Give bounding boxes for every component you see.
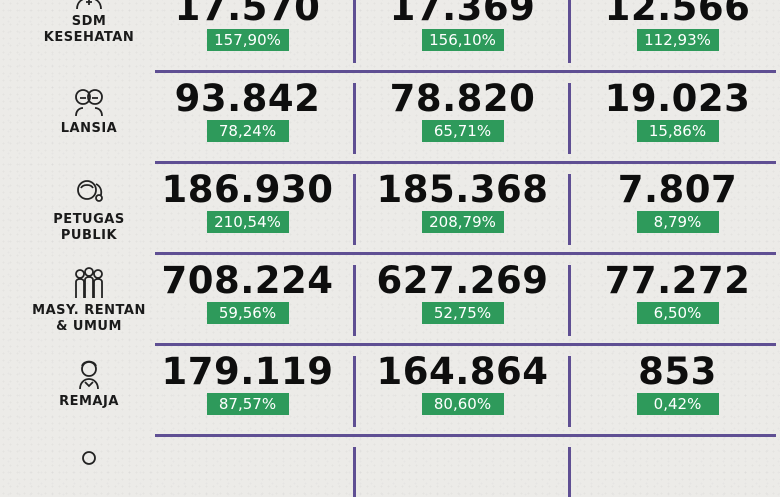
value-number: 77.272	[604, 259, 751, 302]
value-cell-first-dose: 708.224 59,56%	[140, 261, 355, 324]
value-cell-third-dose: 7.807 8,79%	[570, 170, 780, 233]
column-divider	[353, 174, 356, 245]
percentage-badge: 6,50%	[636, 302, 719, 324]
column-divider	[568, 265, 571, 336]
percentage-badge: 210,54%	[206, 211, 289, 233]
value-number: 708.224	[161, 259, 334, 302]
percentage-badge: 52,75%	[421, 302, 504, 324]
value-cell-second-dose: 164.864 80,60%	[355, 352, 570, 415]
value-number: 853	[638, 350, 717, 393]
value-cell-second-dose: 17.369 156,10%	[355, 0, 570, 51]
percentage-badge: 87,57%	[206, 393, 289, 415]
person-icon	[82, 451, 96, 465]
column-divider	[568, 0, 571, 63]
category-cell: MASY. RENTAN & UMUM	[0, 267, 178, 335]
value-cell-third-dose: 19.023 15,86%	[570, 79, 780, 142]
value-number: 12.566	[604, 0, 751, 29]
elderly-couple-icon	[75, 89, 103, 117]
percentage-badge: 15,86%	[636, 120, 719, 142]
value-number: 164.864	[376, 350, 549, 393]
percentage-badge: 156,10%	[421, 29, 504, 51]
value-cell-second-dose: 185.368 208,79%	[355, 170, 570, 233]
value-number: 185.368	[376, 168, 549, 211]
column-divider	[353, 447, 356, 497]
category-label: SDM KESEHATAN	[43, 14, 135, 45]
value-cell-second-dose: 627.269 52,75%	[355, 261, 570, 324]
medical-staff-icon	[76, 0, 102, 10]
percentage-badge: 65,71%	[421, 120, 504, 142]
percentage-badge: 59,56%	[206, 302, 289, 324]
column-divider	[568, 447, 571, 497]
category-cell: LANSIA	[0, 85, 178, 137]
category-label: MASY. RENTAN & UMUM	[32, 303, 146, 334]
row-divider	[155, 252, 776, 255]
category-cell: REMAJA	[0, 358, 178, 410]
table-row: SDM KESEHATAN 17.570 157,90% 17.369 156,1…	[0, 0, 780, 73]
category-label: PETUGAS PUBLIK	[53, 212, 125, 243]
value-number: 17.369	[389, 0, 536, 29]
row-divider	[155, 70, 776, 73]
category-label: REMAJA	[59, 394, 119, 409]
public-officer-icon	[77, 180, 103, 202]
percentage-badge: 0,42%	[636, 393, 719, 415]
column-divider	[353, 0, 356, 63]
column-divider	[568, 174, 571, 245]
percentage-badge: 80,60%	[421, 393, 504, 415]
column-divider	[353, 265, 356, 336]
column-divider	[568, 83, 571, 154]
percentage-badge: 157,90%	[206, 29, 289, 51]
percentage-badge: 8,79%	[636, 211, 719, 233]
value-cell-first-dose: 17.570 157,90%	[140, 0, 355, 51]
value-cell-first-dose: 179.119 87,57%	[140, 352, 355, 415]
value-cell-third-dose: 77.272 6,50%	[570, 261, 780, 324]
value-cell-second-dose: 78.820 65,71%	[355, 79, 570, 142]
value-number: 17.570	[174, 0, 321, 29]
row-divider	[155, 434, 776, 437]
column-divider	[568, 356, 571, 427]
community-group-icon	[75, 267, 103, 298]
table-row: PETUGAS PUBLIK 186.930 210,54% 185.368 20…	[0, 164, 780, 255]
row-divider	[155, 343, 776, 346]
table-row: MASY. RENTAN & UMUM 708.224 59,56% 627.26…	[0, 255, 780, 346]
value-number: 627.269	[376, 259, 549, 302]
category-cell: SDM KESEHATAN	[0, 0, 178, 46]
percentage-badge: 78,24%	[206, 120, 289, 142]
table-row-partial	[0, 437, 780, 497]
value-cell-third-dose: 853 0,42%	[570, 352, 780, 415]
row-divider	[155, 161, 776, 164]
percentage-badge: 112,93%	[636, 29, 719, 51]
category-cell	[0, 449, 178, 481]
table-row: LANSIA 93.842 78,24% 78.820 65,71% 19.02…	[0, 73, 780, 164]
value-number: 93.842	[174, 77, 321, 120]
teenager-icon	[79, 360, 99, 390]
value-cell-first-dose: 186.930 210,54%	[140, 170, 355, 233]
value-cell-third-dose: 12.566 112,93%	[570, 0, 780, 51]
category-cell: PETUGAS PUBLIK	[0, 176, 178, 244]
column-divider	[353, 83, 356, 154]
percentage-badge: 208,79%	[421, 211, 504, 233]
column-divider	[353, 356, 356, 427]
value-number: 19.023	[604, 77, 751, 120]
value-number: 179.119	[161, 350, 334, 393]
category-label: LANSIA	[60, 121, 118, 136]
value-number: 186.930	[161, 168, 334, 211]
value-cell-first-dose: 93.842 78,24%	[140, 79, 355, 142]
value-number: 7.807	[617, 168, 738, 211]
value-number: 78.820	[389, 77, 536, 120]
table-row: REMAJA 179.119 87,57% 164.864 80,60% 853…	[0, 346, 780, 437]
